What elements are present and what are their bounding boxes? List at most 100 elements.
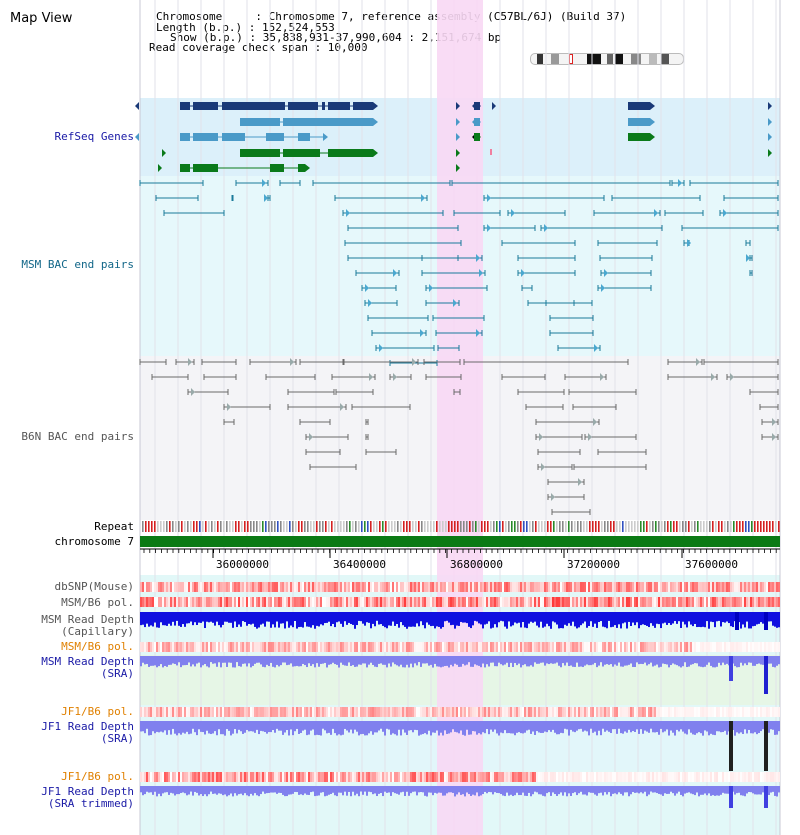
msm-sra-depth-bin xyxy=(382,656,384,665)
track-label-msm-bac[interactable]: MSM BAC end pairs xyxy=(21,258,134,271)
gene-arrow-right xyxy=(162,149,166,157)
track-label-jf1-depth-sra[interactable]: JF1 Read Depth (SRA) xyxy=(41,720,134,745)
jf1-sra-depth-bin xyxy=(284,721,286,733)
jf1-trim-depth-bin xyxy=(406,786,408,792)
msm-sra-depth-bin xyxy=(774,656,776,668)
dbsnp-bin xyxy=(148,582,150,592)
jf1-sra-depth-bin xyxy=(464,721,466,736)
track-label-dbsnp[interactable]: dbSNP(Mouse) xyxy=(54,580,134,593)
dbsnp-bin xyxy=(316,582,318,592)
b6n-bac-pair xyxy=(139,359,167,365)
msm-pol2-bin xyxy=(528,642,530,652)
jf1-sra-depth-bin xyxy=(510,721,512,734)
dbsnp-bin xyxy=(746,582,748,592)
msm-pol2-bin xyxy=(326,642,328,652)
jf1-pol-bin xyxy=(274,707,276,717)
repeat-element xyxy=(655,521,657,532)
track-label-msm-b6-pol[interactable]: MSM/B6 pol. xyxy=(61,596,134,609)
msm-pol-bin xyxy=(664,597,666,607)
jf1-pol-bin xyxy=(242,707,244,717)
jf1-pol2-bin xyxy=(344,772,346,782)
msm-cap-depth-bin xyxy=(440,612,442,629)
jf1-trim-depth-bin xyxy=(400,786,402,793)
msm-sra-depth-bin xyxy=(408,656,410,668)
msm-pol2-bin xyxy=(300,642,302,652)
track-label-msm-b6-pol-2[interactable]: MSM/B6 pol. xyxy=(61,640,134,653)
msm-pol2-bin xyxy=(184,642,186,652)
jf1-sra-depth-bin xyxy=(662,721,664,733)
msm-cap-depth-bin xyxy=(332,612,334,624)
msm-sra-depth-bin xyxy=(772,656,774,667)
msm-pol2-bin xyxy=(188,642,190,652)
track-label-refseq[interactable]: RefSeq Genes xyxy=(54,130,134,143)
jf1-pol2-bin xyxy=(504,772,506,782)
msm-cap-depth-bin xyxy=(314,612,316,629)
jf1-pol-bin xyxy=(470,707,472,717)
dbsnp-bin xyxy=(424,582,426,592)
msm-pol-bin xyxy=(178,597,180,607)
track-label-repeat[interactable]: Repeat xyxy=(94,520,134,533)
repeat-element xyxy=(721,521,723,532)
jf1-sra-depth-bin xyxy=(664,721,666,732)
track-label-b6n-bac[interactable]: B6N BAC end pairs xyxy=(21,430,134,443)
jf1-pol2-bin xyxy=(670,772,672,782)
track-label-jf1-depth-trimmed[interactable]: JF1 Read Depth (SRA trimmed) xyxy=(41,785,134,810)
msm-bac-pair xyxy=(597,284,652,292)
msm-pol2-bin xyxy=(198,642,200,652)
dbsnp-bin xyxy=(314,582,316,592)
jf1-trim-depth-bin xyxy=(290,786,292,795)
jf1-trim-depth-bin xyxy=(170,786,172,793)
track-label-msm-depth-capillary[interactable]: MSM Read Depth (Capillary) xyxy=(41,613,134,638)
msm-cap-depth-bin xyxy=(154,612,156,623)
dbsnp-bin xyxy=(680,582,682,592)
jf1-pol-bin xyxy=(508,707,510,717)
axis-tick-label: 36800000 xyxy=(450,558,503,571)
jf1-trim-depth-bin xyxy=(724,786,726,794)
msm-cap-depth-bin xyxy=(238,612,240,625)
jf1-sra-depth-bin xyxy=(368,721,370,734)
msm-cap-depth-bin xyxy=(324,612,326,624)
jf1-trim-depth-bin xyxy=(246,786,248,796)
msm-cap-depth-bin xyxy=(682,612,684,622)
jf1-pol-bin xyxy=(556,707,558,717)
msm-pol-bin xyxy=(764,597,766,607)
b6n-bac-pair xyxy=(299,419,331,425)
jf1-pol-bin xyxy=(490,707,492,717)
msm-sra-depth-bin xyxy=(778,656,780,665)
jf1-sra-depth-bin xyxy=(462,721,464,735)
jf1-pol-bin xyxy=(554,707,556,717)
jf1-trim-depth-bin xyxy=(450,786,452,793)
msm-pol2-bin xyxy=(208,642,210,652)
gene-exon xyxy=(283,149,320,157)
jf1-trim-depth-bin xyxy=(178,786,180,795)
msm-pol-bin xyxy=(142,597,144,607)
repeat-element xyxy=(559,521,561,532)
dbsnp-bin xyxy=(410,582,412,592)
jf1-pol2-bin xyxy=(628,772,630,782)
msm-pol-bin xyxy=(734,597,736,607)
jf1-sra-depth-bin xyxy=(706,721,708,732)
track-label-msm-depth-sra[interactable]: MSM Read Depth (SRA) xyxy=(41,655,134,680)
msm-pol2-bin xyxy=(254,642,256,652)
jf1-sra-depth-bin xyxy=(634,721,636,733)
msm-cap-depth-bin xyxy=(252,612,254,624)
jf1-pol2-bin xyxy=(170,772,172,782)
track-label-jf1-b6-pol-2[interactable]: JF1/B6 pol. xyxy=(61,770,134,783)
repeat-element xyxy=(352,521,354,532)
jf1-pol-bin xyxy=(692,707,694,717)
jf1-pol-bin xyxy=(152,707,154,717)
jf1-pol-bin xyxy=(404,707,406,717)
track-label-jf1-b6-pol[interactable]: JF1/B6 pol. xyxy=(61,705,134,718)
msm-pol-bin xyxy=(714,597,716,607)
msm-pol2-bin xyxy=(650,642,652,652)
msm-pol-bin xyxy=(566,597,568,607)
jf1-trim-depth-bin xyxy=(404,786,406,797)
dbsnp-bin xyxy=(326,582,328,592)
repeat-element xyxy=(664,521,666,532)
dbsnp-bin xyxy=(348,582,350,592)
jf1-pol-bin xyxy=(738,707,740,717)
gene-exon xyxy=(270,164,284,172)
msm-pol2-bin xyxy=(414,642,416,652)
